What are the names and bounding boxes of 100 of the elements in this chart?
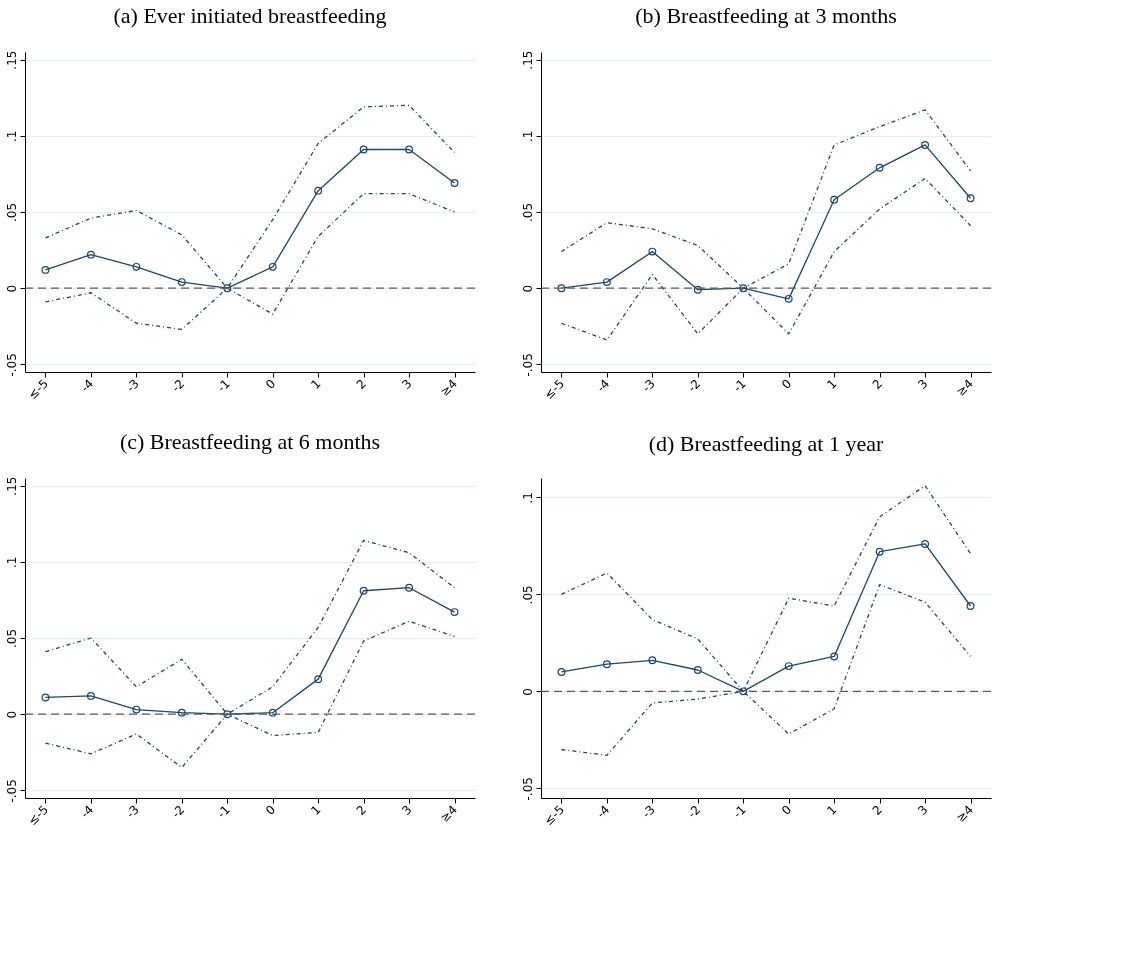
x-tick-label: 2 [353,376,370,392]
x-tick-label: ≥4 [953,376,976,399]
point [405,145,414,154]
point [557,284,566,293]
line-series [560,584,972,756]
y-tick-label: 0 [4,710,19,719]
x-tick-label: -3 [639,802,658,821]
point [177,278,186,287]
y-tick-label: .15 [4,50,19,70]
point [966,602,975,610]
point [648,656,657,665]
point [602,660,611,669]
point [739,687,748,696]
point [314,186,323,195]
y-tick-label: .05 [4,628,19,649]
chart-title: (d) Breastfeeding at 1 year [648,431,884,456]
x-tick-label: ≥4 [437,376,460,399]
x-tick-label: 0 [778,802,795,818]
y-tick-label: -.05 [520,353,535,377]
x-tick-label: -2 [684,802,704,821]
chart-title: (c) Breastfeeding at 6 months [119,429,381,455]
point [921,539,930,548]
point [784,662,793,671]
x-tick-label: -3 [639,376,658,395]
point [830,195,839,204]
x-tick-label: -2 [684,376,704,395]
x-tick-label: ≤-5 [25,802,51,829]
x-tick-label: 2 [869,802,886,818]
point [739,284,748,293]
x-tick-label: 3 [399,802,415,818]
point [86,250,95,259]
point [223,284,232,293]
point [450,608,459,617]
x-tick-label: -4 [594,802,613,821]
x-tick-label: ≤-5 [541,376,567,403]
y-tick-label: .1 [4,130,19,143]
y-tick-label: -.05 [4,779,19,803]
y-tick-label: 0 [520,688,535,696]
y-tick-label: -.05 [4,353,19,377]
point [41,693,50,702]
point [132,262,141,271]
x-tick-label: 1 [824,376,840,392]
point [921,141,930,149]
point [268,708,277,717]
y-tick-label: .05 [520,585,535,605]
x-tick-label: 1 [308,802,324,818]
point [557,667,566,676]
point [359,145,368,154]
y-tick-label: .1 [4,556,19,569]
x-tick-label: ≤-5 [541,802,567,829]
point [602,278,611,287]
x-tick-label: -1 [730,802,749,821]
point [875,163,884,172]
y-tick-label: -.05 [520,777,535,801]
x-tick-label: -1 [214,802,233,821]
point [648,247,657,256]
point [830,652,839,661]
x-tick-label: ≤-5 [25,376,51,403]
point [405,583,414,592]
chart-title: (a) Ever initiated breastfeeding [113,3,387,29]
point [86,691,95,700]
x-tick-label: 1 [824,802,840,818]
x-tick-label: -2 [168,376,188,395]
x-tick-label: 3 [399,376,415,392]
x-tick-label: 3 [915,376,931,392]
x-tick-label: 0 [262,376,279,392]
x-tick-label: 1 [308,376,324,392]
point [359,586,368,595]
point [693,666,702,674]
y-tick-label: .05 [4,202,19,223]
point [223,710,232,719]
x-tick-label: -1 [214,376,233,395]
x-tick-label: 3 [915,802,931,818]
y-tick-label: .1 [520,492,535,504]
point [450,179,459,187]
x-tick-label: 0 [262,802,279,818]
y-tick-label: .05 [520,202,535,223]
point [177,708,186,717]
x-tick-label: -3 [123,802,142,821]
x-tick-label: -3 [123,376,142,395]
point [132,705,141,714]
x-tick-label: -2 [168,802,188,821]
x-tick-label: ≥4 [437,802,460,825]
point [966,194,975,203]
y-tick-label: .15 [520,50,535,70]
x-tick-label: -4 [78,802,97,821]
point [693,285,702,294]
x-tick-label: -4 [78,376,97,395]
y-tick-label: .1 [520,130,535,143]
point [875,547,884,556]
y-tick-label: 0 [520,284,535,293]
y-tick-label: 0 [4,284,19,293]
x-tick-label: 2 [869,376,886,392]
point [314,675,323,684]
x-tick-label: ≥4 [953,802,976,825]
x-tick-label: 0 [778,376,795,392]
point [784,294,793,303]
x-tick-label: 2 [353,802,370,818]
point [41,265,50,274]
point [268,262,277,271]
